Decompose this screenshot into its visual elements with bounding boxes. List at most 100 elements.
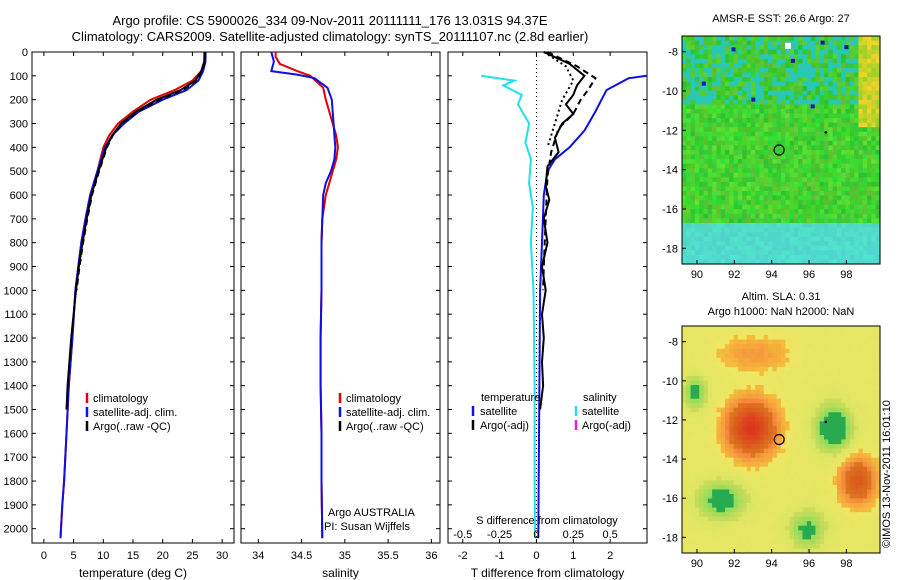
sst-map-cell (802, 67, 808, 74)
sla-map-cell (858, 448, 864, 454)
sst-map-cell (785, 81, 791, 87)
sla-map-cell (798, 512, 804, 518)
sla-map-cell (712, 421, 718, 427)
sla-map-cell (772, 326, 778, 332)
sla-map-cell (690, 330, 696, 336)
sla-map-cell (836, 498, 842, 504)
sst-map-cell (725, 241, 730, 247)
sst-map-cell (746, 108, 752, 115)
sla-map-cell (755, 444, 761, 450)
sst-map-cell (768, 49, 773, 55)
sla-map-cell (849, 348, 855, 354)
sla-map-cell (768, 516, 773, 522)
sla-map-cell (707, 453, 713, 459)
sst-map-cell (712, 36, 718, 42)
sst-map-cell (694, 81, 700, 87)
sst-map-cell (875, 227, 881, 233)
sla-map-cell (828, 439, 834, 445)
sst-map-cell (686, 150, 692, 156)
sla-map-cell (729, 525, 735, 531)
sla-map-cell (712, 475, 718, 481)
sla-map-cell (828, 434, 834, 441)
sla-map-cell (694, 444, 700, 450)
sla-map-cell (781, 385, 786, 391)
sst-map-cell (785, 218, 791, 224)
sst-map-cell (802, 172, 808, 178)
sla-map-cell (867, 548, 872, 554)
sst-map-cell (686, 213, 692, 219)
sla-map-cell (686, 493, 692, 500)
sst-map-cell (862, 241, 868, 247)
sst-map-cell (875, 236, 881, 242)
sla-map-cell (811, 398, 817, 404)
sla-map-cell (733, 407, 739, 413)
sla-map-cell (729, 407, 735, 413)
sla-map-cell (733, 484, 739, 491)
sst-map-cell (811, 213, 817, 219)
sst-map-cell (772, 181, 778, 188)
sst-map-cell (772, 241, 778, 247)
sla-map-cell (703, 493, 709, 500)
sst-map-cell (871, 63, 877, 69)
sst-map-xtick-label: 94 (766, 269, 778, 281)
sla-map-cell (694, 362, 700, 368)
sst-map-cell (720, 200, 726, 206)
sst-map-cell (798, 222, 804, 229)
sla-map-cell (862, 394, 868, 400)
sla-map-cell (729, 530, 735, 536)
sla-map-cell (871, 498, 877, 504)
sst-map-cell (716, 113, 722, 119)
sla-map-cell (703, 385, 709, 391)
sla-map-cell (720, 375, 726, 382)
sla-map-cell (836, 480, 842, 486)
sla-map-cell (768, 344, 773, 350)
sst-map-cell (686, 241, 692, 247)
sla-map-cell (832, 366, 838, 372)
sst-map-cell (725, 108, 730, 115)
sla-map-cell (699, 398, 705, 404)
sst-map-cell (858, 58, 864, 64)
sla-map-cell (781, 471, 786, 477)
sla-map-cell (785, 380, 791, 386)
sla-map-cell (776, 421, 782, 427)
sla-map-cell (699, 380, 705, 386)
sst-map-cell (845, 250, 851, 256)
sla-map-cell (798, 489, 804, 495)
sla-map-cell (763, 493, 769, 500)
sst-map-cell (737, 136, 743, 142)
sst-map-cell (729, 49, 735, 55)
sla-map-cell (768, 357, 773, 363)
sla-map-cell (737, 503, 743, 509)
sst-map-cell (737, 204, 743, 210)
sla-map-cell (703, 543, 709, 550)
sst-map-cell (690, 200, 696, 206)
sst-map-cell (828, 81, 834, 87)
sla-map-cell (789, 534, 795, 540)
sst-map-cell (785, 186, 791, 192)
sla-map-cell (836, 366, 842, 372)
sst-map-cell (824, 95, 829, 101)
sla-map-cell (716, 425, 722, 432)
sst-map-cell (875, 150, 881, 156)
sla-map-cell (768, 430, 773, 436)
sst-map-cell (841, 58, 847, 64)
sla-map-cell (785, 457, 791, 463)
sst-map-cell (694, 254, 700, 261)
sst-map-cell (811, 108, 817, 115)
sla-map-cell (768, 353, 773, 359)
sst-map-cell (686, 250, 692, 256)
diff-xtick-label: 2 (607, 550, 613, 562)
sla-map-cell (737, 348, 743, 354)
sst-map-cell (789, 200, 795, 206)
sla-map-cell (712, 484, 718, 491)
sla-map-cell (806, 412, 812, 418)
sst-map-cell (849, 145, 855, 151)
sst-map-cell (699, 54, 705, 60)
sst-map-cell (836, 250, 842, 256)
sst-map-cell (828, 254, 834, 261)
sla-map-cell (824, 444, 829, 450)
sla-map-cell (755, 516, 761, 522)
sla-map-cell (720, 425, 726, 432)
sla-map-cell (845, 444, 851, 450)
sst-map-cell (798, 95, 804, 101)
